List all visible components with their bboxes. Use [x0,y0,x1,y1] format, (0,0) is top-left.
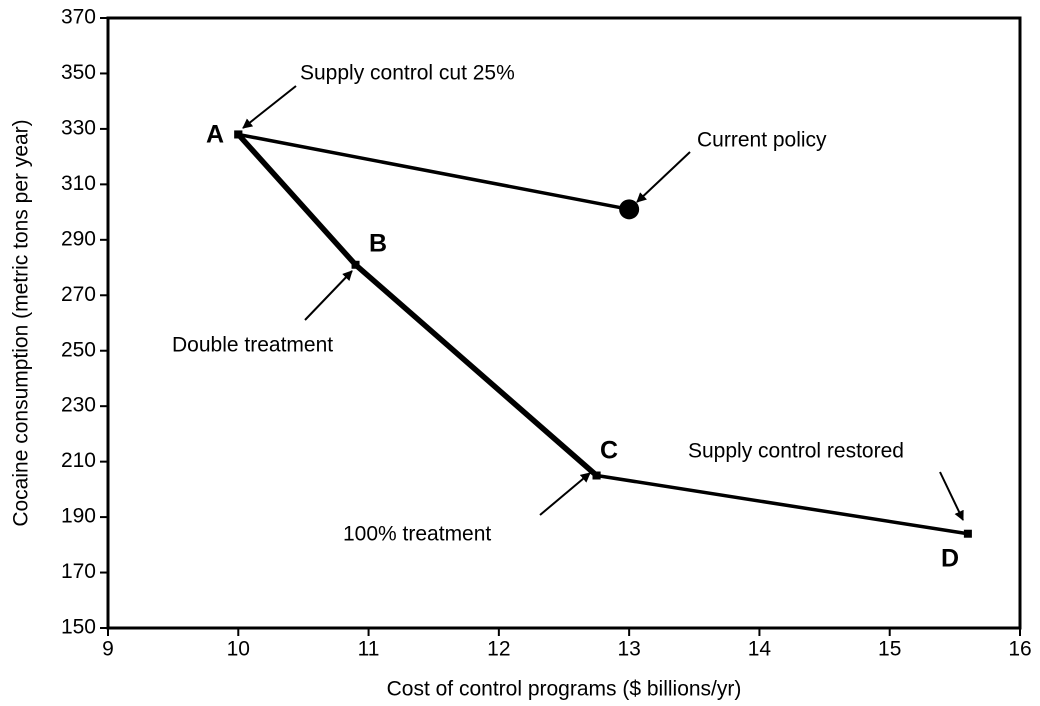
plot-frame [106,16,1022,630]
y-tick-label: 310 [61,172,96,195]
line [236,132,599,478]
current-policy-marker [619,199,640,220]
annotation: Supply control restored [688,440,904,463]
y-tick-label: 230 [61,394,96,417]
y-axis-label: Cocaine consumption (metric tons per yea… [10,119,33,526]
line [237,132,630,212]
annotation: 100% treatment [343,523,491,546]
point-marker [963,529,972,538]
y-tick-label: 170 [61,560,96,583]
y-tick-label: 250 [61,338,96,361]
y-tick-label: 210 [61,449,96,472]
annotation-arrow [939,471,964,521]
point-marker [234,130,243,139]
y-tick-label: 350 [61,61,96,84]
annotation-arrow [636,151,691,203]
y-tick-label: 330 [61,116,96,139]
point-label: C [600,437,618,465]
line [596,473,969,536]
y-tick-label: 370 [61,6,96,29]
annotation-arrow [242,85,297,129]
y-tick-label: 270 [61,283,96,306]
y-tick-label: 290 [61,227,96,250]
annotation: Double treatment [172,334,333,357]
x-tick-label: 14 [748,638,772,661]
annotation-arrow [304,270,353,321]
x-tick-label: 12 [487,638,510,661]
x-tick-label: 11 [358,638,380,661]
x-tick-label: 16 [1008,638,1031,661]
point-label: A [206,121,224,149]
y-tick-label: 190 [61,505,96,528]
point-label: B [369,230,387,258]
x-tick-label: 13 [617,638,640,661]
point-marker [592,471,601,480]
x-tick-label: 10 [227,638,250,661]
point-marker [351,260,360,269]
annotation: Supply control cut 25% [300,62,515,85]
x-tick-label: 15 [878,638,901,661]
annotation: Current policy [697,129,827,152]
x-tick-label: 9 [102,638,114,661]
annotation-arrow [539,472,591,516]
y-tick-label: 150 [61,616,96,639]
point-label: D [941,545,959,573]
x-axis-label: Cost of control programs ($ billions/yr) [387,678,742,701]
